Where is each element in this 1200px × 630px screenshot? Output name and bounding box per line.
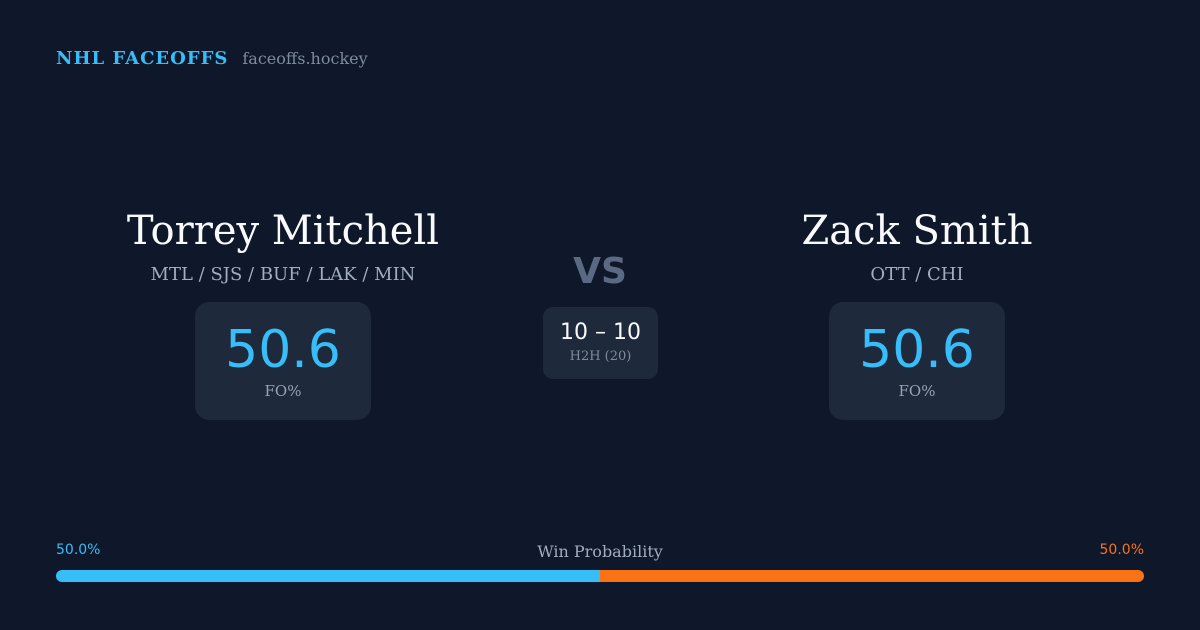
- player-right-name: Zack Smith: [801, 208, 1033, 254]
- win-probability-bar-left: [56, 570, 600, 582]
- player-right-fo-label: FO%: [898, 382, 936, 400]
- player-left-name: Torrey Mitchell: [126, 208, 440, 254]
- player-right-panel: Zack Smith OTT / CHI 50.6 FO%: [697, 205, 1137, 420]
- brand-title: NHL FACEOFFS: [56, 48, 229, 69]
- win-probability-left-value: 50.0%: [56, 542, 101, 558]
- player-left-panel: Torrey Mitchell MTL / SJS / BUF / LAK / …: [63, 205, 503, 420]
- player-left-fo-label: FO%: [264, 382, 302, 400]
- brand-site: faceoffs.hockey: [242, 49, 368, 68]
- win-probability-right-value: 50.0%: [1099, 542, 1144, 558]
- player-left-stat-card: 50.6 FO%: [195, 302, 371, 420]
- versus-label: VS: [573, 251, 627, 292]
- head-to-head-card: 10 – 10 H2H (20): [543, 307, 658, 379]
- win-probability-bar-right: [600, 570, 1144, 582]
- brand-header: NHL FACEOFFS faceoffs.hockey: [56, 48, 368, 69]
- head-to-head-label: H2H (20): [569, 349, 632, 364]
- head-to-head-score: 10 – 10: [560, 320, 641, 345]
- player-left-teams: MTL / SJS / BUF / LAK / MIN: [150, 264, 416, 285]
- win-probability-title: Win Probability: [537, 542, 663, 561]
- win-probability-labels: 50.0% Win Probability 50.0%: [56, 542, 1144, 564]
- player-left-fo-value: 50.6: [225, 320, 341, 380]
- player-right-stat-card: 50.6 FO%: [829, 302, 1005, 420]
- player-right-fo-value: 50.6: [859, 320, 975, 380]
- win-probability-bar: [56, 570, 1144, 582]
- player-right-teams: OTT / CHI: [870, 264, 964, 285]
